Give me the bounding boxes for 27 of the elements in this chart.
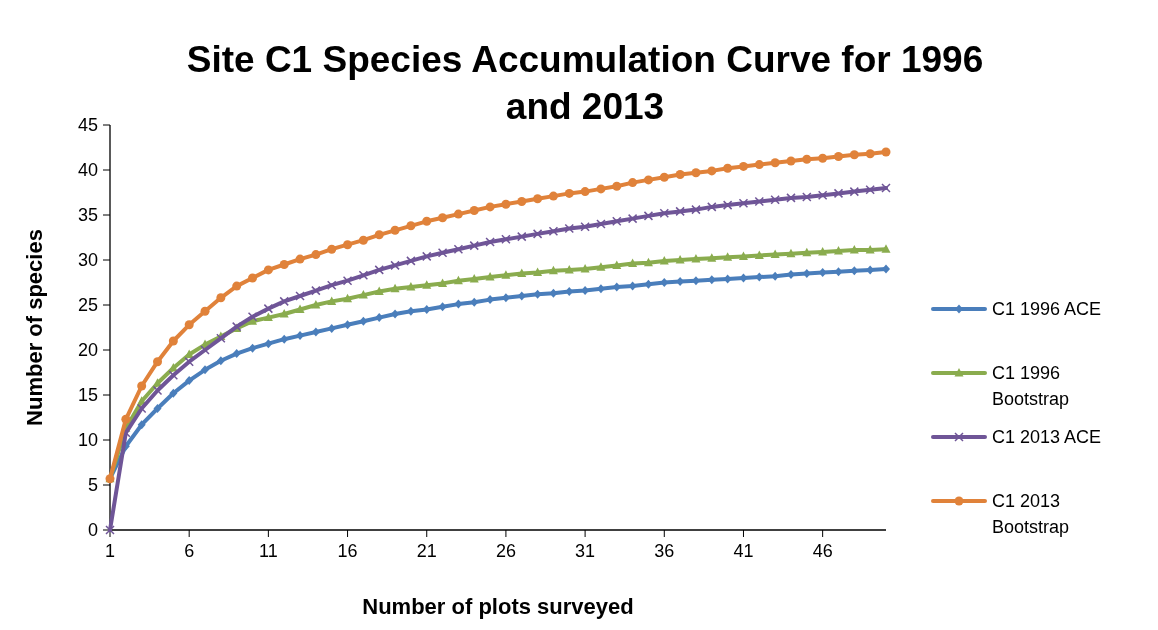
y-tick-label: 25 (77, 295, 98, 316)
y-tick-label: 15 (77, 385, 98, 406)
y-tick-label: 5 (87, 475, 98, 496)
legend-label: C1 1996 Bootstrap (992, 363, 1070, 410)
x-tick-label: 46 (812, 541, 833, 561)
x-tick-label: 6 (184, 541, 195, 561)
y-axis-title: Number of species (22, 229, 47, 426)
chart-title: Site C1 Species Accumulation Curve for 1996 and 2013 (186, 39, 984, 127)
y-tick-label: 30 (77, 250, 98, 271)
x-tick-label: 26 (495, 541, 516, 561)
x-axis-title: Number of plots surveyed (362, 594, 634, 619)
x-tick-label: 16 (337, 541, 358, 561)
y-tick-label: 20 (77, 340, 98, 361)
x-tick-label: 1 (104, 541, 116, 561)
y-tick-label: 45 (77, 115, 98, 136)
legend-label: C1 2013 ACE (992, 427, 1102, 448)
y-tick-label: 35 (77, 205, 98, 226)
x-tick-label: 31 (575, 541, 596, 561)
x-tick-label: 21 (416, 541, 437, 561)
y-tick-label: 10 (77, 430, 98, 451)
x-tick-label: 11 (259, 541, 278, 561)
x-tick-label: 36 (654, 541, 675, 561)
y-tick-label: 0 (87, 520, 98, 541)
legend-label: C1 1996 ACE (992, 299, 1102, 320)
x-tick-label: 41 (733, 541, 754, 561)
y-tick-label: 40 (77, 160, 98, 181)
legend-label: C1 2013 Bootstrap (992, 491, 1070, 538)
